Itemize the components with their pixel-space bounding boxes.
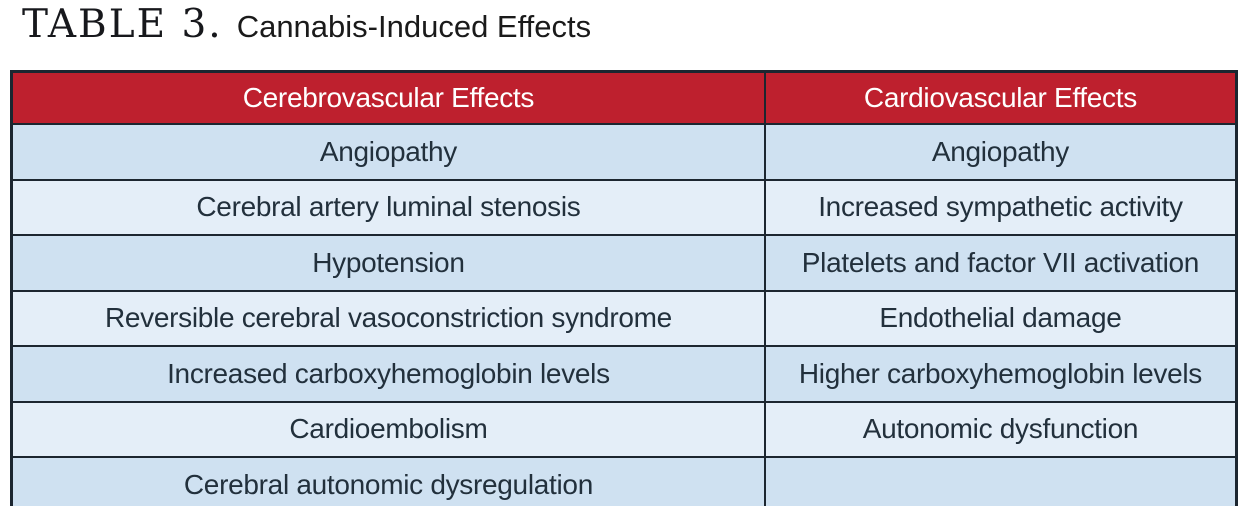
table-number-label: TABLE 3. (22, 2, 223, 47)
cell-cerebrovascular-1: Angiopathy (10, 123, 766, 181)
table-row: Cardioembolism Autonomic dysfunction (10, 400, 1238, 458)
cell-cerebrovascular-3: Hypotension (10, 234, 766, 292)
cell-cerebrovascular-4: Reversible cerebral vasoconstriction syn… (10, 289, 766, 347)
table-row: Cerebral artery luminal stenosis Increas… (10, 178, 1238, 236)
cell-cardiovascular-3: Platelets and factor VII activation (763, 234, 1238, 292)
table-row: Reversible cerebral vasoconstriction syn… (10, 289, 1238, 347)
cell-cardiovascular-6: Autonomic dysfunction (763, 400, 1238, 458)
column-header-cardiovascular: Cardiovascular Effects (763, 70, 1238, 125)
table-title: TABLE 3. Cannabis-Induced Effects (22, 2, 591, 58)
table-caption: Cannabis-Induced Effects (236, 9, 592, 44)
cell-cardiovascular-5: Higher carboxyhemoglobin levels (763, 345, 1238, 403)
table-row: Angiopathy Angiopathy (10, 123, 1238, 181)
effects-table: Cerebrovascular Effects Cardiovascular E… (10, 70, 1238, 506)
table-row: Hypotension Platelets and factor VII act… (10, 234, 1238, 292)
cell-cerebrovascular-7: Cerebral autonomic dysregulation (10, 456, 766, 506)
cell-cardiovascular-1: Angiopathy (763, 123, 1238, 181)
column-header-cerebrovascular: Cerebrovascular Effects (10, 70, 766, 125)
cell-cerebrovascular-2: Cerebral artery luminal stenosis (10, 178, 766, 236)
header-row: Cerebrovascular Effects Cardiovascular E… (10, 70, 1238, 125)
cell-cardiovascular-4: Endothelial damage (763, 289, 1238, 347)
cell-cardiovascular-2: Increased sympathetic activity (763, 178, 1238, 236)
table-row: Cerebral autonomic dysregulation (10, 456, 1238, 506)
cell-cardiovascular-7-empty (763, 456, 1238, 506)
cell-cerebrovascular-5: Increased carboxyhemoglobin levels (10, 345, 766, 403)
cell-cerebrovascular-6: Cardioembolism (10, 400, 766, 458)
table-row: Increased carboxyhemoglobin levels Highe… (10, 345, 1238, 403)
